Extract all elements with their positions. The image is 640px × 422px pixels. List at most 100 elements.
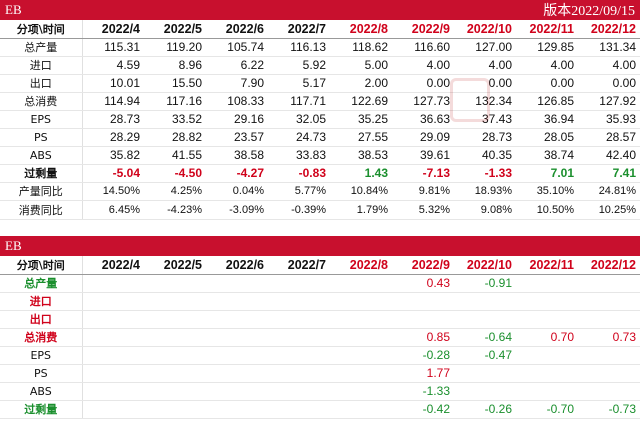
table-cell: 6.22 <box>206 56 268 75</box>
table-cell <box>206 274 268 293</box>
table-row: 产量同比 14.50% 4.25% 0.04% 5.77% 10.84% 9.81% 18.9… <box>0 182 640 201</box>
table-row: PS 1.77 <box>0 364 640 383</box>
table-cell <box>578 292 640 311</box>
table-cell <box>82 292 144 311</box>
table-cell: -4.23% <box>144 200 206 220</box>
table-row: 过剩量 -0.42 -0.26 -0.70 -0.73 <box>0 400 640 419</box>
table-cell <box>330 346 392 365</box>
table-cell: 35.25 <box>330 110 392 129</box>
table-cell <box>144 310 206 329</box>
table-cell: -7.13 <box>392 164 454 183</box>
table-cell <box>206 310 268 329</box>
table-cell: 5.17 <box>268 74 330 93</box>
month-header: 2022/12 <box>578 20 640 39</box>
month-header: 2022/6 <box>206 20 268 39</box>
table-row: ABS 35.82 41.55 38.58 33.83 38.53 39.61 40.35 38… <box>0 146 640 165</box>
table-cell: 28.73 <box>454 128 516 147</box>
table-row: 出口 <box>0 310 640 329</box>
row-label: 总产量 <box>0 38 83 57</box>
table-cell: 5.92 <box>268 56 330 75</box>
table-cell <box>82 274 144 293</box>
table-cell: -0.39% <box>268 200 330 220</box>
table-cell <box>330 382 392 401</box>
table-row: 出口 10.01 15.50 7.90 5.17 2.00 0.00 0.00 0.00 0.00 <box>0 74 640 93</box>
month-header: 2022/11 <box>516 20 578 39</box>
table-cell <box>206 382 268 401</box>
table-cell: 1.43 <box>330 164 392 183</box>
table-cell: 35.82 <box>82 146 144 165</box>
table-cell: 35.93 <box>578 110 640 129</box>
table-cell: 116.13 <box>268 38 330 57</box>
table-cell: 28.57 <box>578 128 640 147</box>
table-cell <box>578 382 640 401</box>
table-cell <box>516 346 578 365</box>
table-cell: 10.50% <box>516 200 578 220</box>
table-cell: 0.85 <box>392 328 454 347</box>
row-label: EPS <box>0 346 83 365</box>
table-cell: 38.74 <box>516 146 578 165</box>
table-cell: 115.31 <box>82 38 144 57</box>
change-table: 分项\时间 2022/4 2022/5 2022/6 2022/7 2022/8… <box>0 256 640 419</box>
table-cell: 127.73 <box>392 92 454 111</box>
table-cell: 38.53 <box>330 146 392 165</box>
table-cell: 129.85 <box>516 38 578 57</box>
table-cell: -4.27 <box>206 164 268 183</box>
table-cell <box>206 346 268 365</box>
table-cell <box>82 346 144 365</box>
month-header: 2022/9 <box>392 256 454 275</box>
table-cell: 0.00 <box>516 74 578 93</box>
table-cell: -0.42 <box>392 400 454 419</box>
table-cell: 42.40 <box>578 146 640 165</box>
table-cell: 29.09 <box>392 128 454 147</box>
table-cell <box>330 274 392 293</box>
table-cell: -0.70 <box>516 400 578 419</box>
month-header: 2022/7 <box>268 256 330 275</box>
table-cell <box>206 328 268 347</box>
table-cell: 0.04% <box>206 182 268 201</box>
table-row: 消费同比 6.45% -4.23% -3.09% -0.39% 1.79% 5.32% 9.0… <box>0 200 640 220</box>
header-label: 分项\时间 <box>0 20 83 39</box>
month-header: 2022/7 <box>268 20 330 39</box>
table-cell <box>330 400 392 419</box>
table-cell: 36.94 <box>516 110 578 129</box>
table-cell: 127.00 <box>454 38 516 57</box>
table-cell <box>330 328 392 347</box>
table-cell: 4.00 <box>516 56 578 75</box>
table-cell: 5.32% <box>392 200 454 220</box>
table-cell: 28.05 <box>516 128 578 147</box>
table-cell <box>268 328 330 347</box>
row-label: 过剩量 <box>0 164 83 183</box>
table-cell <box>144 400 206 419</box>
table-cell: -1.33 <box>392 382 454 401</box>
table-cell: 8.96 <box>144 56 206 75</box>
row-label: 出口 <box>0 310 83 329</box>
month-header: 2022/12 <box>578 256 640 275</box>
table-cell: -0.91 <box>454 274 516 293</box>
table-cell: 131.34 <box>578 38 640 57</box>
row-label: 总消费 <box>0 92 83 111</box>
table-cell: 117.71 <box>268 92 330 111</box>
version-label: 版本2022/09/15 <box>543 4 635 19</box>
table-row: 进口 4.59 8.96 6.22 5.92 5.00 4.00 4.00 4.00 4.00 <box>0 56 640 75</box>
change-table-banner: EB <box>0 236 640 256</box>
table-cell <box>454 292 516 311</box>
month-header: 2022/4 <box>82 20 144 39</box>
table-cell <box>578 274 640 293</box>
row-label: 总消费 <box>0 328 83 347</box>
table-cell <box>578 346 640 365</box>
table-cell <box>330 292 392 311</box>
table-cell <box>330 364 392 383</box>
table-cell: 23.57 <box>206 128 268 147</box>
table-cell: -4.50 <box>144 164 206 183</box>
table-cell <box>578 310 640 329</box>
table-cell: 37.43 <box>454 110 516 129</box>
row-label: PS <box>0 364 83 383</box>
table-cell <box>82 400 144 419</box>
row-label: EPS <box>0 110 83 129</box>
table-cell <box>144 328 206 347</box>
table-cell <box>144 364 206 383</box>
table-cell: 7.01 <box>516 164 578 183</box>
row-label: ABS <box>0 146 83 165</box>
month-header: 2022/10 <box>454 20 516 39</box>
table-cell: 5.00 <box>330 56 392 75</box>
